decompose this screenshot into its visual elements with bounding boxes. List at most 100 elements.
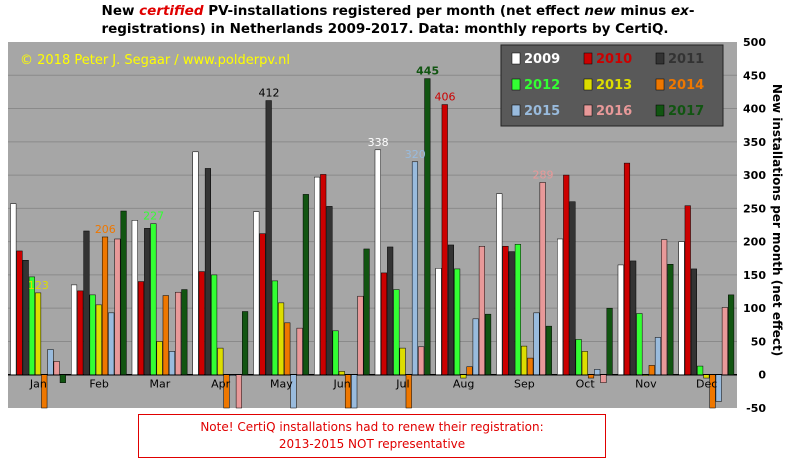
bar-2015-dec [715, 374, 722, 402]
legend-label-2009: 2009 [524, 52, 560, 67]
bar-2016-dec [721, 307, 728, 375]
data-label-2014-feb: 206 [95, 223, 116, 236]
legend-box [500, 44, 724, 127]
y-tick-label: 250 [743, 202, 766, 215]
bar-2017-mar [181, 289, 188, 375]
x-tick-label: Nov [635, 378, 657, 391]
y-tick-label: 200 [743, 236, 766, 249]
data-label-2009-jul: 338 [368, 136, 389, 149]
x-tick-label: May [270, 378, 293, 391]
legend-swatch-2016 [583, 104, 593, 117]
bar-2010-nov [623, 162, 631, 375]
bars [10, 78, 735, 409]
legend-label-2014: 2014 [668, 78, 704, 93]
note-line-1: Note! CertiQ installations had to renew … [200, 420, 544, 434]
legend-swatch-2015 [511, 104, 521, 117]
bar-2016-apr [235, 374, 242, 409]
bar-2011-jan [22, 260, 29, 375]
legend-label-2017: 2017 [668, 104, 704, 119]
x-tick-label: Aug [453, 378, 474, 391]
bar-2017-dec [728, 294, 735, 375]
bar-2014-oct [587, 374, 595, 379]
bar-2010-jan [16, 250, 23, 375]
bar-2010-oct [563, 174, 570, 375]
bar-2016-mar [175, 291, 182, 375]
bar-2013-jul [399, 347, 406, 375]
bar-2017-jul [424, 78, 431, 375]
bar-2013-oct [581, 351, 588, 375]
legend-swatch-2012 [511, 78, 521, 91]
bar-2017-jan [59, 374, 66, 383]
bar-2010-feb [77, 290, 84, 375]
data-label-2012-mar: 227 [143, 210, 164, 223]
x-tick-label: Apr [211, 378, 231, 391]
y-tick-label: 450 [743, 69, 766, 82]
bar-2012-jul [393, 289, 400, 375]
bar-2011-aug [447, 244, 454, 375]
bar-2015-feb [108, 312, 115, 375]
bar-2010-dec [684, 205, 691, 375]
title-part-3: PV-installations registered per month (n… [204, 3, 585, 19]
bar-2013-jun [338, 371, 345, 375]
y-tick-label: 150 [743, 269, 766, 282]
bar-2016-jul [418, 346, 425, 375]
bar-2011-jul [387, 246, 394, 375]
bar-2009-feb [71, 284, 78, 375]
bar-2014-jun [344, 374, 352, 409]
x-axis: Jan Feb Mar Apr May Jun Jul Aug Sep Oct Nov Dec [29, 378, 717, 391]
bar-2015-apr [229, 374, 236, 376]
x-tick-label: Oct [576, 378, 596, 391]
bar-2013-nov [642, 374, 649, 376]
y-axis-label: New installations per month (net effect) [770, 84, 784, 356]
bar-2010-apr [198, 271, 205, 375]
bar-2016-oct [600, 374, 607, 383]
bar-2012-jun [332, 330, 339, 375]
bar-2017-feb [120, 210, 127, 375]
bar-2012-feb [89, 294, 96, 375]
bar-2012-apr [211, 274, 218, 375]
x-tick-label: Feb [89, 378, 108, 391]
title-part-7: - [689, 3, 695, 19]
bar-2014-nov [648, 365, 655, 375]
bar-2017-aug [485, 313, 492, 375]
bar-2014-jul [405, 374, 412, 409]
bar-2013-aug [460, 374, 467, 379]
bar-2017-sep [545, 325, 552, 375]
bar-2015-oct [594, 369, 601, 375]
bar-2015-mar [168, 351, 176, 375]
bar-2009-oct [557, 238, 564, 375]
bar-2012-oct [575, 339, 582, 375]
bar-2016-may [296, 327, 303, 375]
bar-2009-nov [617, 264, 624, 375]
bar-2009-aug [435, 268, 442, 375]
copyright-text: © 2018 Peter J. Segaar / www.polderpv.nl [20, 53, 290, 68]
bar-2009-jun [314, 176, 321, 375]
data-label-2013-jan: 123 [28, 279, 49, 292]
bar-2012-nov [636, 313, 643, 375]
bar-2016-feb [114, 238, 121, 375]
bar-2012-dec [697, 365, 704, 375]
bar-2015-jan [47, 349, 54, 375]
legend-swatch-2011 [655, 52, 665, 65]
bar-2010-may [259, 233, 266, 375]
legend-label-2016: 2016 [596, 104, 632, 119]
bar-2014-aug [466, 366, 473, 375]
x-tick-label: Jan [29, 378, 47, 391]
bar-2013-may [278, 302, 285, 375]
bar-2015-jun [351, 374, 358, 409]
bar-2013-feb [95, 304, 102, 375]
bar-2010-sep [502, 246, 509, 375]
bar-2012-may [271, 280, 278, 375]
bar-2010-jun [320, 174, 327, 375]
y-tick-label: 350 [743, 136, 766, 149]
bar-2011-may [265, 100, 272, 375]
legend-swatch-2014 [655, 78, 665, 91]
bar-2011-nov [630, 260, 637, 375]
data-label-2015-jul: 320 [405, 148, 426, 161]
bar-2011-sep [508, 251, 515, 375]
data-label-2016-sep: 289 [532, 168, 553, 181]
bar-2015-aug [472, 318, 479, 375]
bar-2009-sep [496, 193, 503, 375]
title-part-5: minus [616, 3, 671, 19]
